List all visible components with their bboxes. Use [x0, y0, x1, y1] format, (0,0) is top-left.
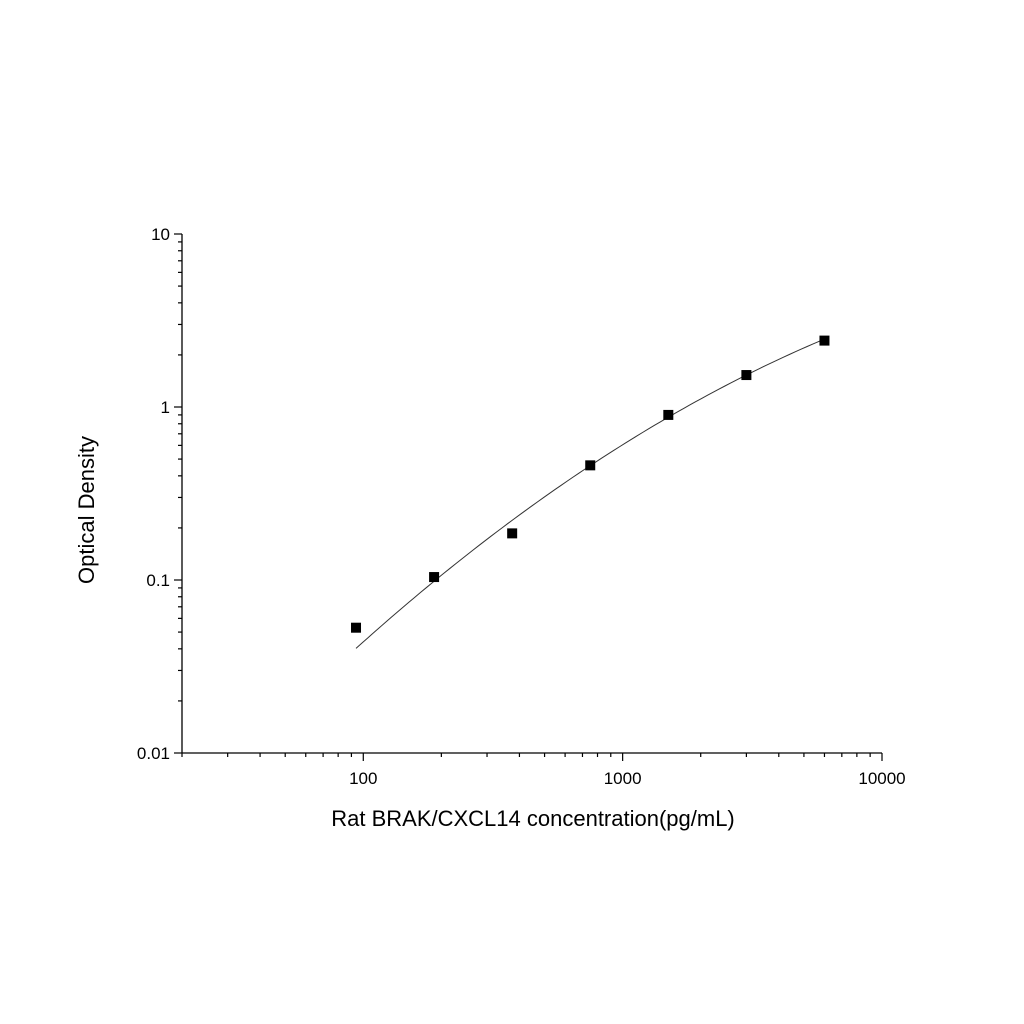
data-point [585, 460, 596, 471]
data-point [819, 335, 830, 346]
x-tick-label: 10000 [858, 769, 905, 788]
data-point [741, 370, 752, 381]
y-tick-label: 0.1 [146, 571, 170, 590]
data-points [351, 335, 830, 633]
ticks: 0.01 0.1 1 10 100 1000 10000 [137, 225, 906, 788]
fit-curve [355, 338, 825, 649]
y-tick-label: 10 [151, 225, 170, 244]
x-tick-label: 1000 [604, 769, 642, 788]
y-tick-label: 0.01 [137, 744, 170, 763]
data-point [351, 622, 362, 633]
y-tick-label: 1 [161, 398, 170, 417]
data-point [507, 528, 518, 539]
data-point [663, 409, 674, 420]
y-axis-title: Optical Density [74, 436, 99, 584]
x-tick-label: 100 [349, 769, 377, 788]
data-point [429, 572, 440, 583]
axes [181, 234, 882, 754]
x-axis-title: Rat BRAK/CXCL14 concentration(pg/mL) [331, 806, 735, 831]
fit-curve-group [355, 338, 825, 649]
